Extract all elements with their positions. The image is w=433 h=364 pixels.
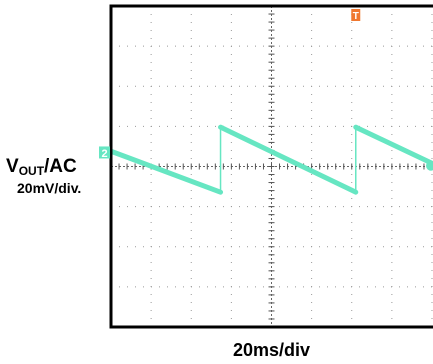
channel-label-sub: OUT: [18, 164, 45, 178]
channel-2-marker: [99, 146, 110, 159]
trace-ramp-segment: [218, 124, 359, 195]
trigger-marker-text: T: [353, 11, 359, 22]
channel-2-marker-text: 2: [101, 148, 107, 160]
trace-ramp-segment: [353, 124, 433, 167]
trace-ramp-segment: [108, 148, 224, 195]
vertical-scale-label: 20mV/div.: [17, 180, 82, 196]
trigger-marker: [351, 9, 361, 21]
trace-end-marker: [426, 160, 433, 171]
channel-label-main: V: [6, 156, 19, 177]
plot-frame: [109, 4, 433, 329]
horizontal-scale-label: 20ms/div: [233, 340, 311, 360]
channel-label-suffix: /AC: [44, 156, 77, 177]
channel-label: VOUT/AC: [6, 157, 77, 181]
